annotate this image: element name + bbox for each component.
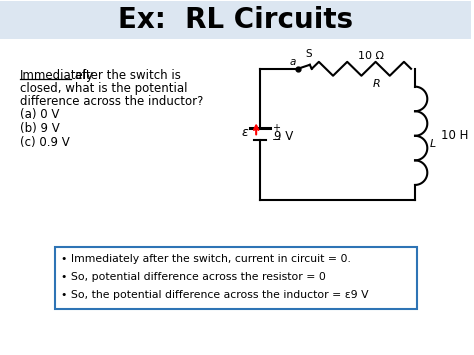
Text: • Immediately after the switch, current in circuit = 0.: • Immediately after the switch, current …: [61, 255, 350, 264]
Text: 9 V: 9 V: [274, 130, 293, 143]
Text: (b) 9 V: (b) 9 V: [20, 122, 60, 135]
Text: closed, what is the potential: closed, what is the potential: [20, 82, 187, 95]
Text: difference across the inductor?: difference across the inductor?: [20, 94, 203, 108]
Text: after the switch is: after the switch is: [72, 69, 182, 82]
Text: R: R: [373, 79, 380, 89]
Text: S: S: [306, 49, 312, 59]
Text: Immediately: Immediately: [20, 69, 94, 82]
Text: ε: ε: [241, 126, 248, 139]
Text: 10 Ω: 10 Ω: [358, 51, 384, 61]
FancyBboxPatch shape: [55, 247, 417, 309]
Text: • So, potential difference across the resistor = 0: • So, potential difference across the re…: [61, 272, 326, 282]
FancyBboxPatch shape: [0, 1, 471, 39]
Text: 10 H: 10 H: [441, 129, 469, 142]
Text: +: +: [272, 123, 280, 133]
Text: • So, the potential difference across the inductor = ε9 V: • So, the potential difference across th…: [61, 290, 368, 300]
Text: Ex:  RL Circuits: Ex: RL Circuits: [118, 6, 353, 34]
Text: (a) 0 V: (a) 0 V: [20, 109, 59, 121]
Text: a: a: [290, 57, 296, 67]
Text: L: L: [429, 139, 436, 149]
Text: (c) 0.9 V: (c) 0.9 V: [20, 136, 70, 149]
Text: −: −: [272, 135, 282, 145]
